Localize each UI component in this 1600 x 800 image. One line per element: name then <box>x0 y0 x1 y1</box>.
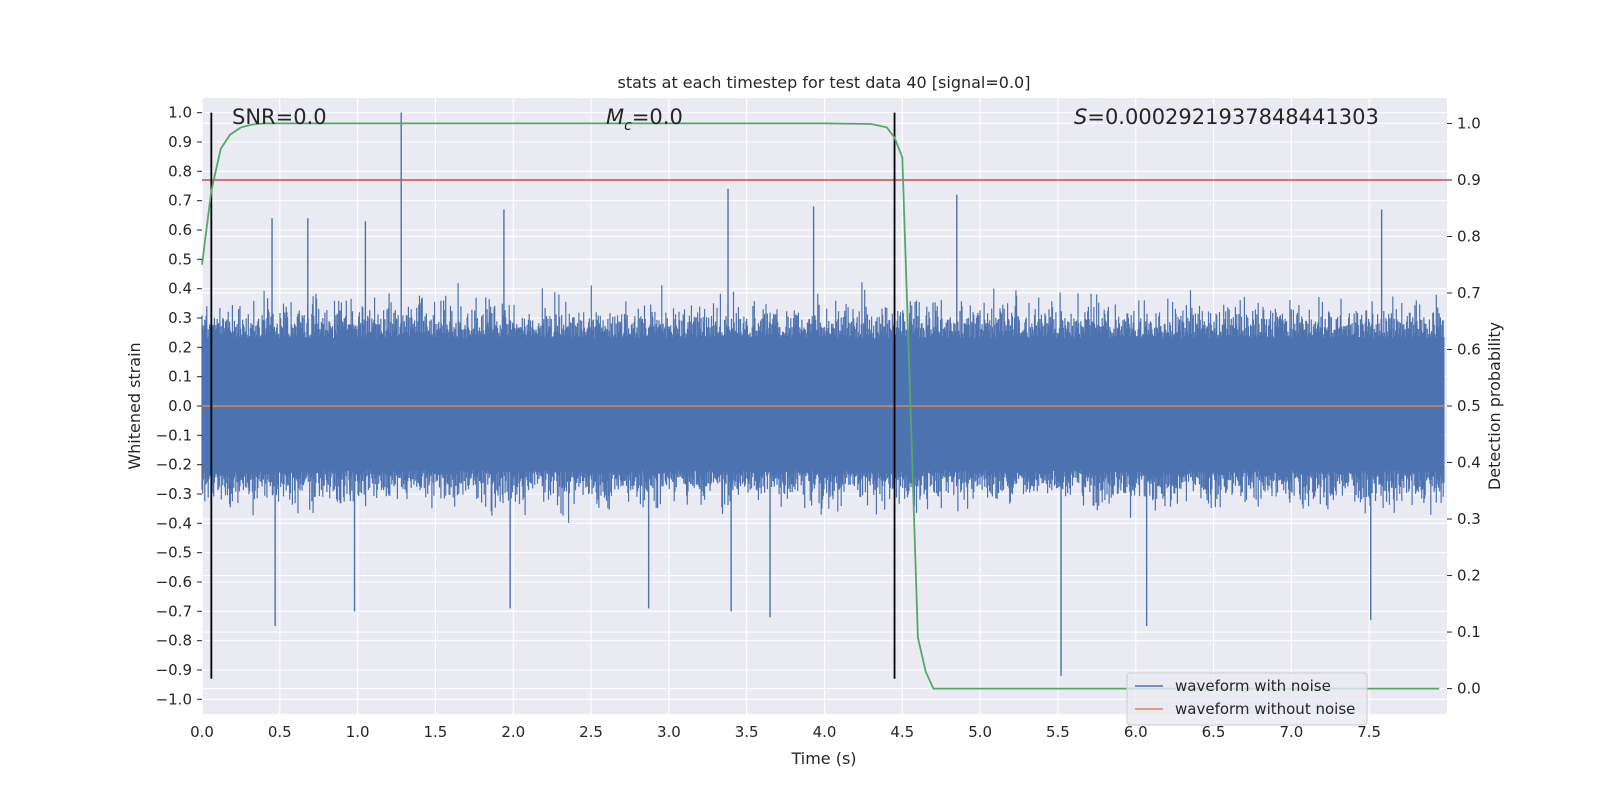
y2-tick-label: 0.2 <box>1457 567 1481 585</box>
y2-tick-label: 0.4 <box>1457 454 1481 472</box>
x-tick-label: 2.0 <box>501 723 525 741</box>
legend: waveform with noise waveform without noi… <box>1126 672 1368 726</box>
y2-tick-label: 1.0 <box>1457 114 1481 132</box>
y2-ticks: 1.0 0.9 0.8 0.7 0.6 0.5 0.4 0.3 0.2 0.1 0.0 <box>1447 114 1481 698</box>
legend-box <box>1126 672 1368 726</box>
y-tick-label: 0.9 <box>168 133 192 151</box>
x-tick-label: 6.5 <box>1202 723 1226 741</box>
y2-tick-label: 0.3 <box>1457 510 1481 528</box>
y-tick-label: 0.7 <box>168 192 192 210</box>
y2-tick-label: 0.5 <box>1457 397 1481 415</box>
score-annotation: S=0.0002921937848441303 <box>1074 105 1379 129</box>
y-tick-label: −0.9 <box>156 661 192 679</box>
y2-axis-label: Detection probability <box>1485 322 1504 490</box>
y-tick-label: −0.3 <box>156 485 192 503</box>
y-axis-label: Whitened strain <box>125 342 144 469</box>
y2-tick-label: 0.1 <box>1457 623 1481 641</box>
y-ticks: 1.0 0.9 0.8 0.7 0.6 0.5 0.4 0.3 0.2 0.1 0.0 −0.1 −0.… <box>156 104 202 708</box>
x-tick-label: 5.0 <box>968 723 992 741</box>
x-tick-label: 7.5 <box>1357 723 1381 741</box>
snr-annotation: SNR=0.0 <box>232 105 327 129</box>
legend-label-noise: waveform with noise <box>1175 677 1331 695</box>
x-ticks: 0.0 0.5 1.0 1.5 2.0 2.5 3.0 3.5 4.0 4.5 5.0 5.5 6.0 6… <box>190 723 1381 741</box>
noise-series <box>201 112 1445 676</box>
y-tick-label: 0.1 <box>168 368 192 386</box>
x-tick-label: 0.5 <box>268 723 292 741</box>
x-tick-label: 3.0 <box>657 723 681 741</box>
x-tick-label: 3.5 <box>735 723 759 741</box>
mc-subscript: c <box>624 118 632 134</box>
y2-tick-label: 0.9 <box>1457 171 1481 189</box>
y-tick-label: −0.8 <box>156 632 192 650</box>
detection-probability-line <box>201 122 1440 690</box>
legend-label-clean: waveform without noise <box>1175 700 1355 718</box>
x-tick-label: 6.0 <box>1124 723 1148 741</box>
y-tick-label: −0.5 <box>156 544 192 562</box>
s-symbol: S <box>1074 105 1087 129</box>
y-tick-label: 0.3 <box>168 309 192 327</box>
y-tick-label: 0.0 <box>168 397 192 415</box>
chart-title: stats at each timestep for test data 40 … <box>618 73 1031 92</box>
y-tick-label: −0.1 <box>156 426 192 444</box>
x-tick-label: 1.5 <box>424 723 448 741</box>
x-tick-label: 0.0 <box>190 723 214 741</box>
y2-tick-label: 0.8 <box>1457 227 1481 245</box>
line-series <box>201 112 1447 690</box>
y-tick-label: 0.4 <box>168 280 192 298</box>
mc-value: =0.0 <box>632 105 683 129</box>
x-tick-label: 1.0 <box>346 723 370 741</box>
x-tick-label: 4.0 <box>813 723 837 741</box>
y-tick-label: −0.7 <box>156 602 192 620</box>
y-tick-label: 0.8 <box>168 162 192 180</box>
y-tick-label: −0.6 <box>156 573 192 591</box>
y-tick-label: 0.6 <box>168 221 192 239</box>
s-value: =0.0002921937848441303 <box>1087 105 1379 129</box>
x-tick-label: 2.5 <box>579 723 603 741</box>
y-tick-label: 0.5 <box>168 250 192 268</box>
x-tick-label: 7.0 <box>1279 723 1303 741</box>
x-tick-label: 5.5 <box>1046 723 1070 741</box>
y2-tick-label: 0.6 <box>1457 340 1481 358</box>
y-tick-label: −1.0 <box>156 690 192 708</box>
x-tick-label: 4.5 <box>890 723 914 741</box>
x-axis-label: Time (s) <box>790 749 856 768</box>
y2-tick-label: 0.7 <box>1457 284 1481 302</box>
y-tick-label: −0.2 <box>156 456 192 474</box>
y2-tick-label: 0.0 <box>1457 680 1481 698</box>
y-tick-label: 1.0 <box>168 104 192 122</box>
mc-symbol: M <box>606 105 624 129</box>
y-tick-label: 0.2 <box>168 338 192 356</box>
chirp-mass-annotation: Mc=0.0 <box>606 105 683 134</box>
y-tick-label: −0.4 <box>156 514 192 532</box>
